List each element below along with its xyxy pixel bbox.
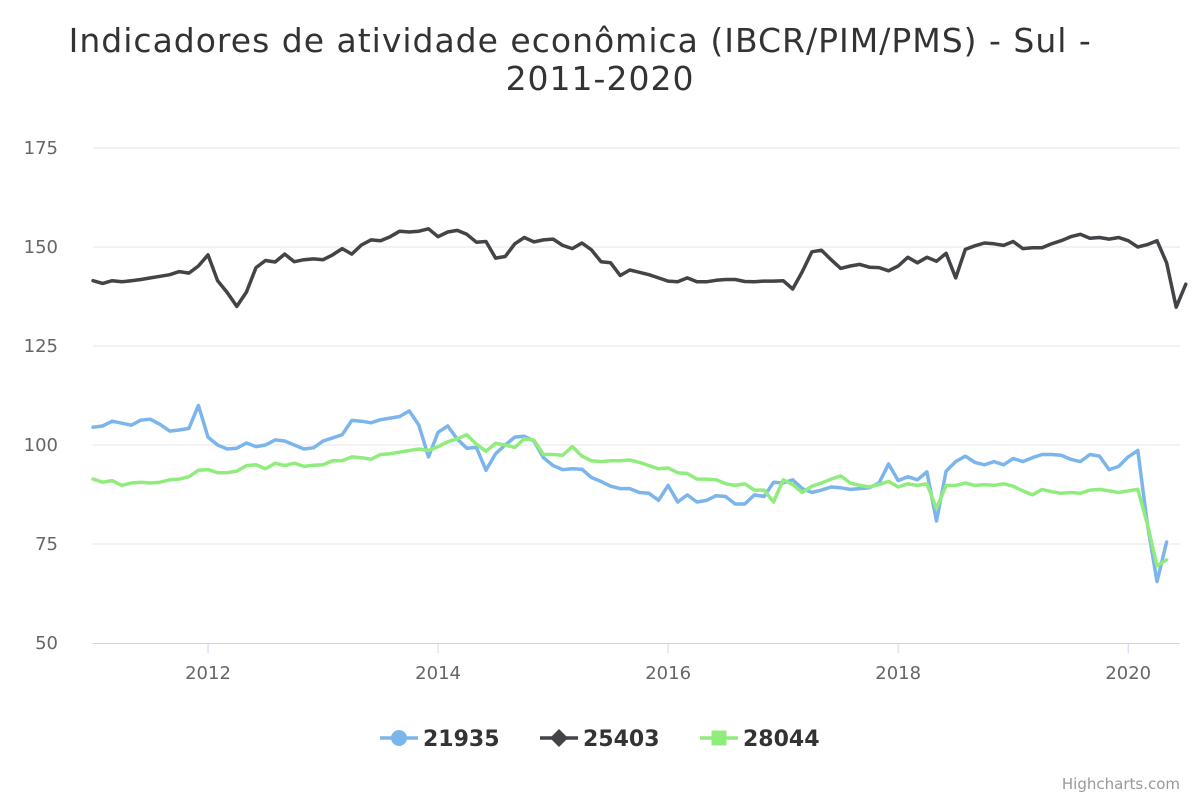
y-tick-label: 75 xyxy=(35,534,58,555)
x-tick-label: 2012 xyxy=(185,663,231,684)
legend-label: 21935 xyxy=(423,727,500,752)
plot-area xyxy=(91,227,1188,584)
x-tick-label: 2016 xyxy=(645,663,691,684)
legend: 21935 25403 28044 xyxy=(380,727,820,752)
series-line-21935[interactable] xyxy=(91,403,1169,584)
legend-diamond-marker xyxy=(550,729,568,747)
chart-title-line2: 2011-2020 xyxy=(506,59,695,98)
series-line-25403[interactable] xyxy=(91,227,1188,309)
chart-title: Indicadores de atividade econômica (IBCR… xyxy=(69,21,1104,98)
y-axis: 50 75 100 125 150 175 xyxy=(24,138,58,654)
x-tick-label: 2020 xyxy=(1105,663,1151,684)
series-line-28044[interactable] xyxy=(91,432,1169,568)
legend-label: 28044 xyxy=(743,727,820,752)
legend-square-marker xyxy=(711,730,727,746)
y-tick-label: 50 xyxy=(35,633,58,654)
legend-circle-marker xyxy=(391,730,407,746)
legend-item-25403[interactable]: 25403 xyxy=(540,727,660,752)
credits-link[interactable]: Highcharts.com xyxy=(1062,775,1180,793)
y-tick-label: 100 xyxy=(24,435,58,456)
legend-item-28044[interactable]: 28044 xyxy=(700,727,820,752)
x-tick-label: 2014 xyxy=(415,663,461,684)
legend-item-21935[interactable]: 21935 xyxy=(380,727,500,752)
grid xyxy=(93,147,1180,545)
y-tick-label: 175 xyxy=(24,138,58,159)
x-tick-label: 2018 xyxy=(875,663,921,684)
y-tick-label: 150 xyxy=(24,237,58,258)
chart-title-line1: Indicadores de atividade econômica (IBCR… xyxy=(69,21,1092,60)
x-axis: 2012 2014 2016 2018 2020 xyxy=(93,643,1180,684)
y-tick-label: 125 xyxy=(24,336,58,357)
legend-label: 25403 xyxy=(583,727,660,752)
